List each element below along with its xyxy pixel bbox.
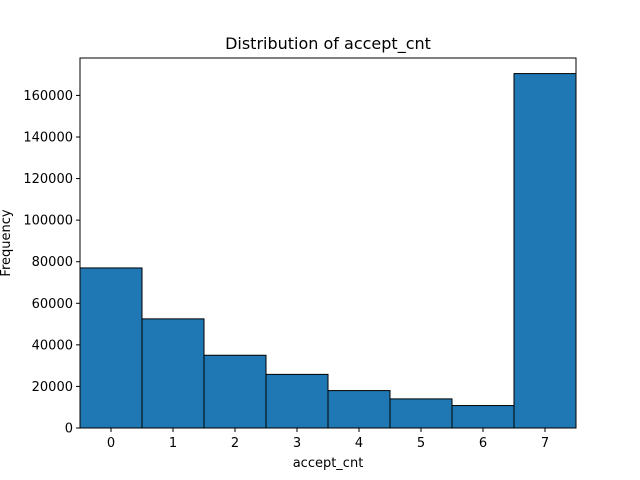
y-tick-label: 120000 [23, 172, 73, 187]
y-tick-label: 100000 [23, 214, 73, 229]
bar-4 [327, 390, 391, 429]
y-tick-label: 0 [65, 422, 73, 437]
x-tick-label: 5 [417, 436, 425, 451]
bar-1 [141, 318, 205, 429]
x-axis-ticks: 0 1 2 3 4 5 6 7 [107, 428, 549, 451]
x-tick-label: 4 [355, 436, 363, 451]
bar-6 [451, 405, 515, 429]
x-axis-label: accept_cnt [293, 456, 364, 471]
bar-2 [203, 354, 267, 429]
y-tick-label: 80000 [32, 255, 73, 270]
bar-3 [265, 373, 329, 429]
y-axis-ticks: 0 20000 40000 60000 80000 100000 120000 140000 1… [23, 89, 80, 437]
bars-group [79, 73, 577, 429]
x-tick-label: 3 [293, 436, 301, 451]
bar-0 [79, 267, 143, 429]
y-tick-label: 40000 [32, 338, 73, 353]
chart-title: Distribution of accept_cnt [225, 34, 431, 54]
y-tick-label: 160000 [23, 89, 73, 104]
x-tick-label: 2 [231, 436, 239, 451]
x-tick-label: 0 [107, 436, 115, 451]
x-tick-label: 7 [541, 436, 549, 451]
y-tick-label: 140000 [23, 130, 73, 145]
x-tick-label: 1 [169, 436, 177, 451]
x-tick-label: 6 [479, 436, 487, 451]
plot-area-frame [79, 57, 577, 429]
y-axis-label: Frequency [0, 209, 14, 276]
y-tick-label: 60000 [32, 297, 73, 312]
bar-7 [513, 73, 577, 429]
bar-5 [389, 398, 453, 429]
y-tick-label: 20000 [32, 380, 73, 395]
